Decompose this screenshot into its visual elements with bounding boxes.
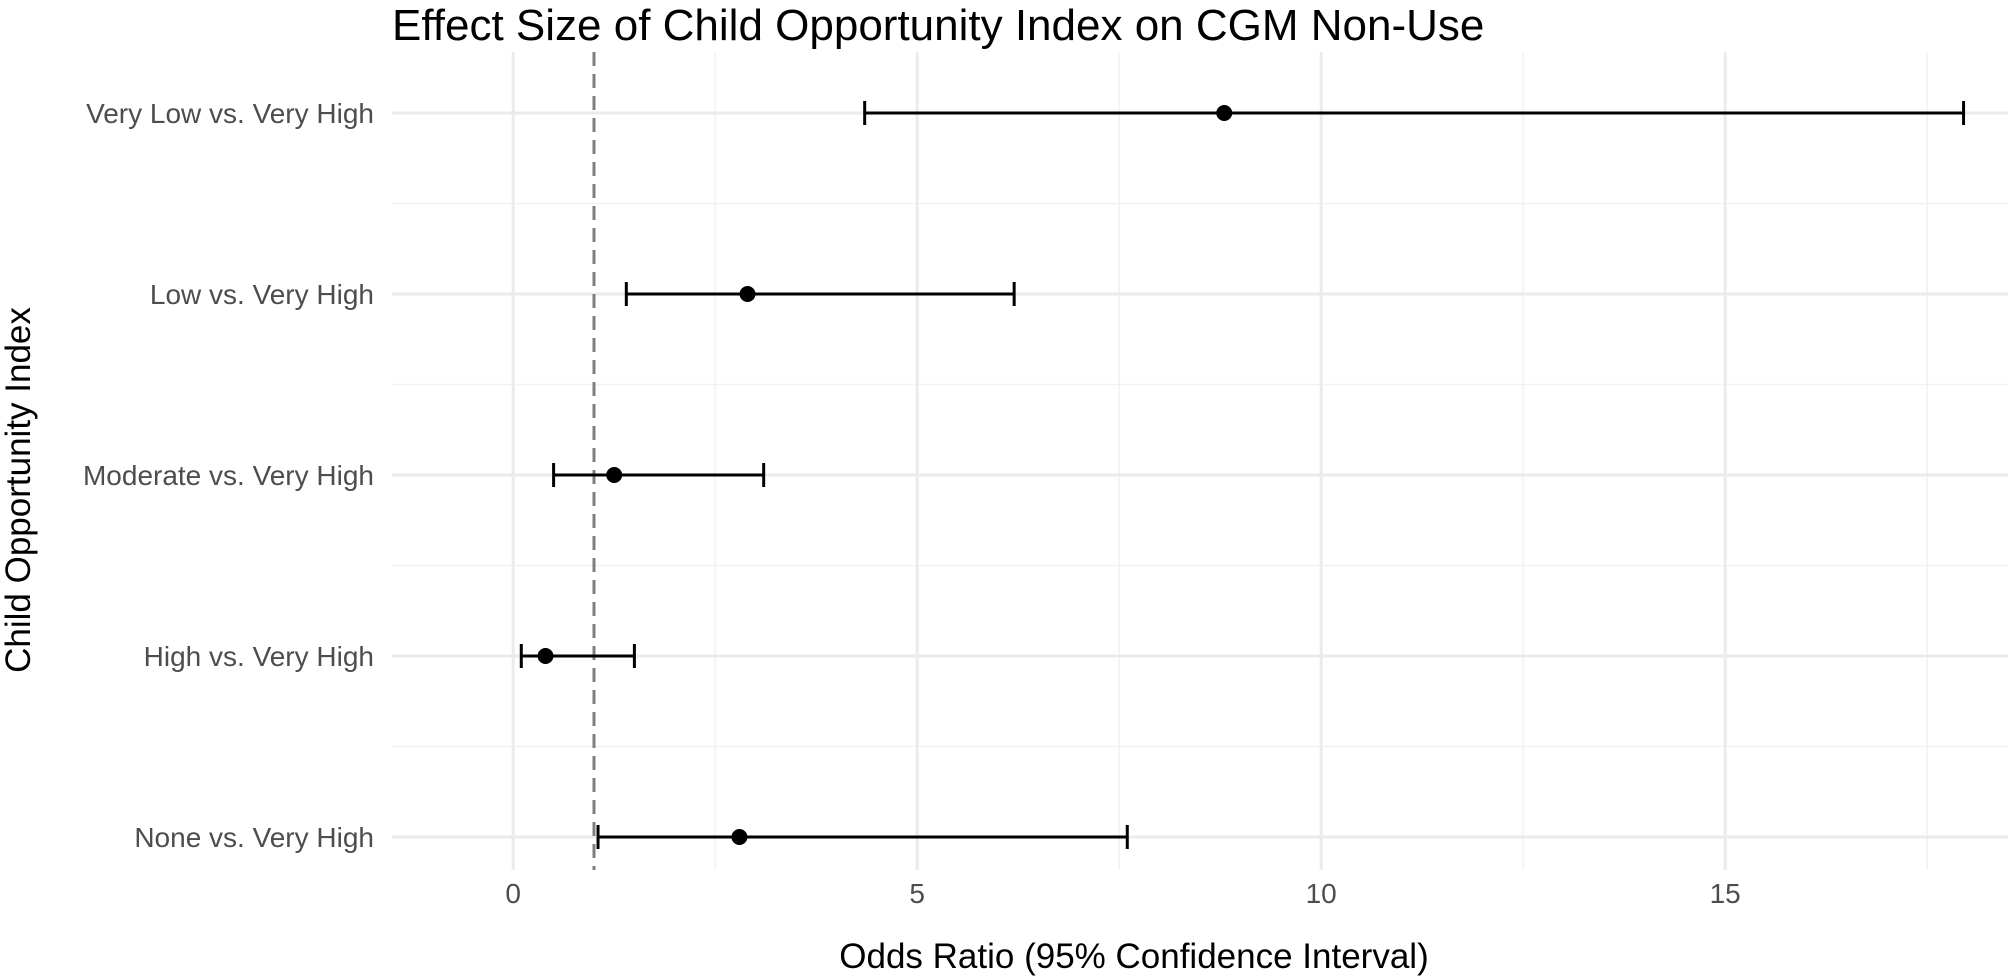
x-tick-label: 0 <box>505 878 521 909</box>
y-tick-labels: Very Low vs. Very High Low vs. Very High M… <box>83 98 374 853</box>
x-tick-labels: 0 5 10 15 <box>505 878 1740 909</box>
y-tick-label: None vs. Very High <box>134 822 374 853</box>
estimate-point <box>1216 105 1233 121</box>
x-tick-label: 5 <box>909 878 925 909</box>
chart-title: Effect Size of Child Opportunity Index o… <box>392 1 1484 50</box>
y-tick-label: Moderate vs. Very High <box>83 460 374 491</box>
x-axis-title: Odds Ratio (95% Confidence Interval) <box>839 937 1428 976</box>
error-bars <box>519 101 1966 849</box>
y-axis-title: Child Opportunity Index <box>0 307 38 673</box>
y-tick-label: Low vs. Very High <box>150 279 374 310</box>
estimate-point <box>739 286 756 302</box>
y-tick-label: High vs. Very High <box>144 641 374 672</box>
estimate-point <box>731 829 748 845</box>
x-tick-label: 10 <box>1306 878 1337 909</box>
estimate-point <box>606 467 623 483</box>
grid-lines <box>392 52 2008 870</box>
estimate-point <box>537 648 554 664</box>
y-tick-label: Very Low vs. Very High <box>86 98 374 129</box>
x-tick-label: 15 <box>1710 878 1741 909</box>
